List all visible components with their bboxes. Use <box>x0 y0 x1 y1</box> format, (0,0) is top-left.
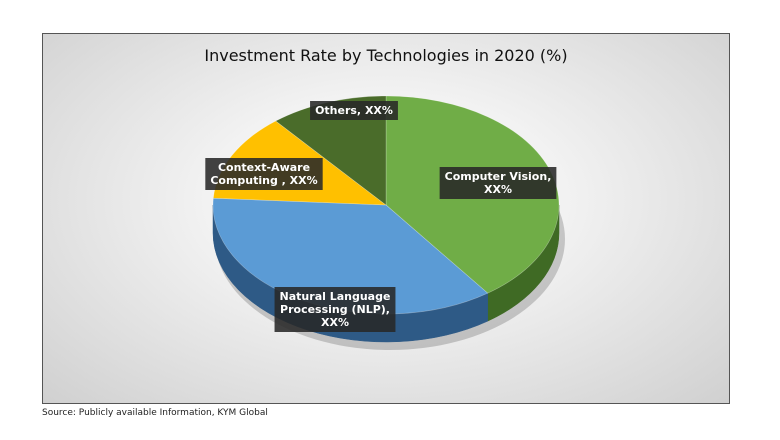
data-label-text: Processing (NLP), <box>280 303 390 316</box>
data-label-box <box>274 287 396 332</box>
data-label-text: Natural Language <box>280 290 391 303</box>
data-label-text: XX% <box>484 183 512 196</box>
source-note: Source: Publicly available Information, … <box>42 408 268 418</box>
data-label-computer-vision: Computer Vision,XX% <box>439 167 557 199</box>
data-label-text: Computing , XX% <box>210 174 317 187</box>
data-label-others: Others, XX% <box>310 101 398 120</box>
data-label-text: XX% <box>321 316 349 329</box>
data-label-text: Others, XX% <box>315 104 393 117</box>
chart-title: Investment Rate by Technologies in 2020 … <box>204 46 568 65</box>
chart-frame: Investment Rate by Technologies in 2020 … <box>42 33 730 404</box>
pie-chart: Computer Vision,XX%Natural LanguageProce… <box>205 95 565 350</box>
data-label-text: Computer Vision, <box>445 170 552 183</box>
data-label-box <box>310 101 398 120</box>
data-label-box <box>439 167 557 199</box>
data-label-box <box>205 158 323 190</box>
data-label-text: Context-Aware <box>218 161 310 174</box>
